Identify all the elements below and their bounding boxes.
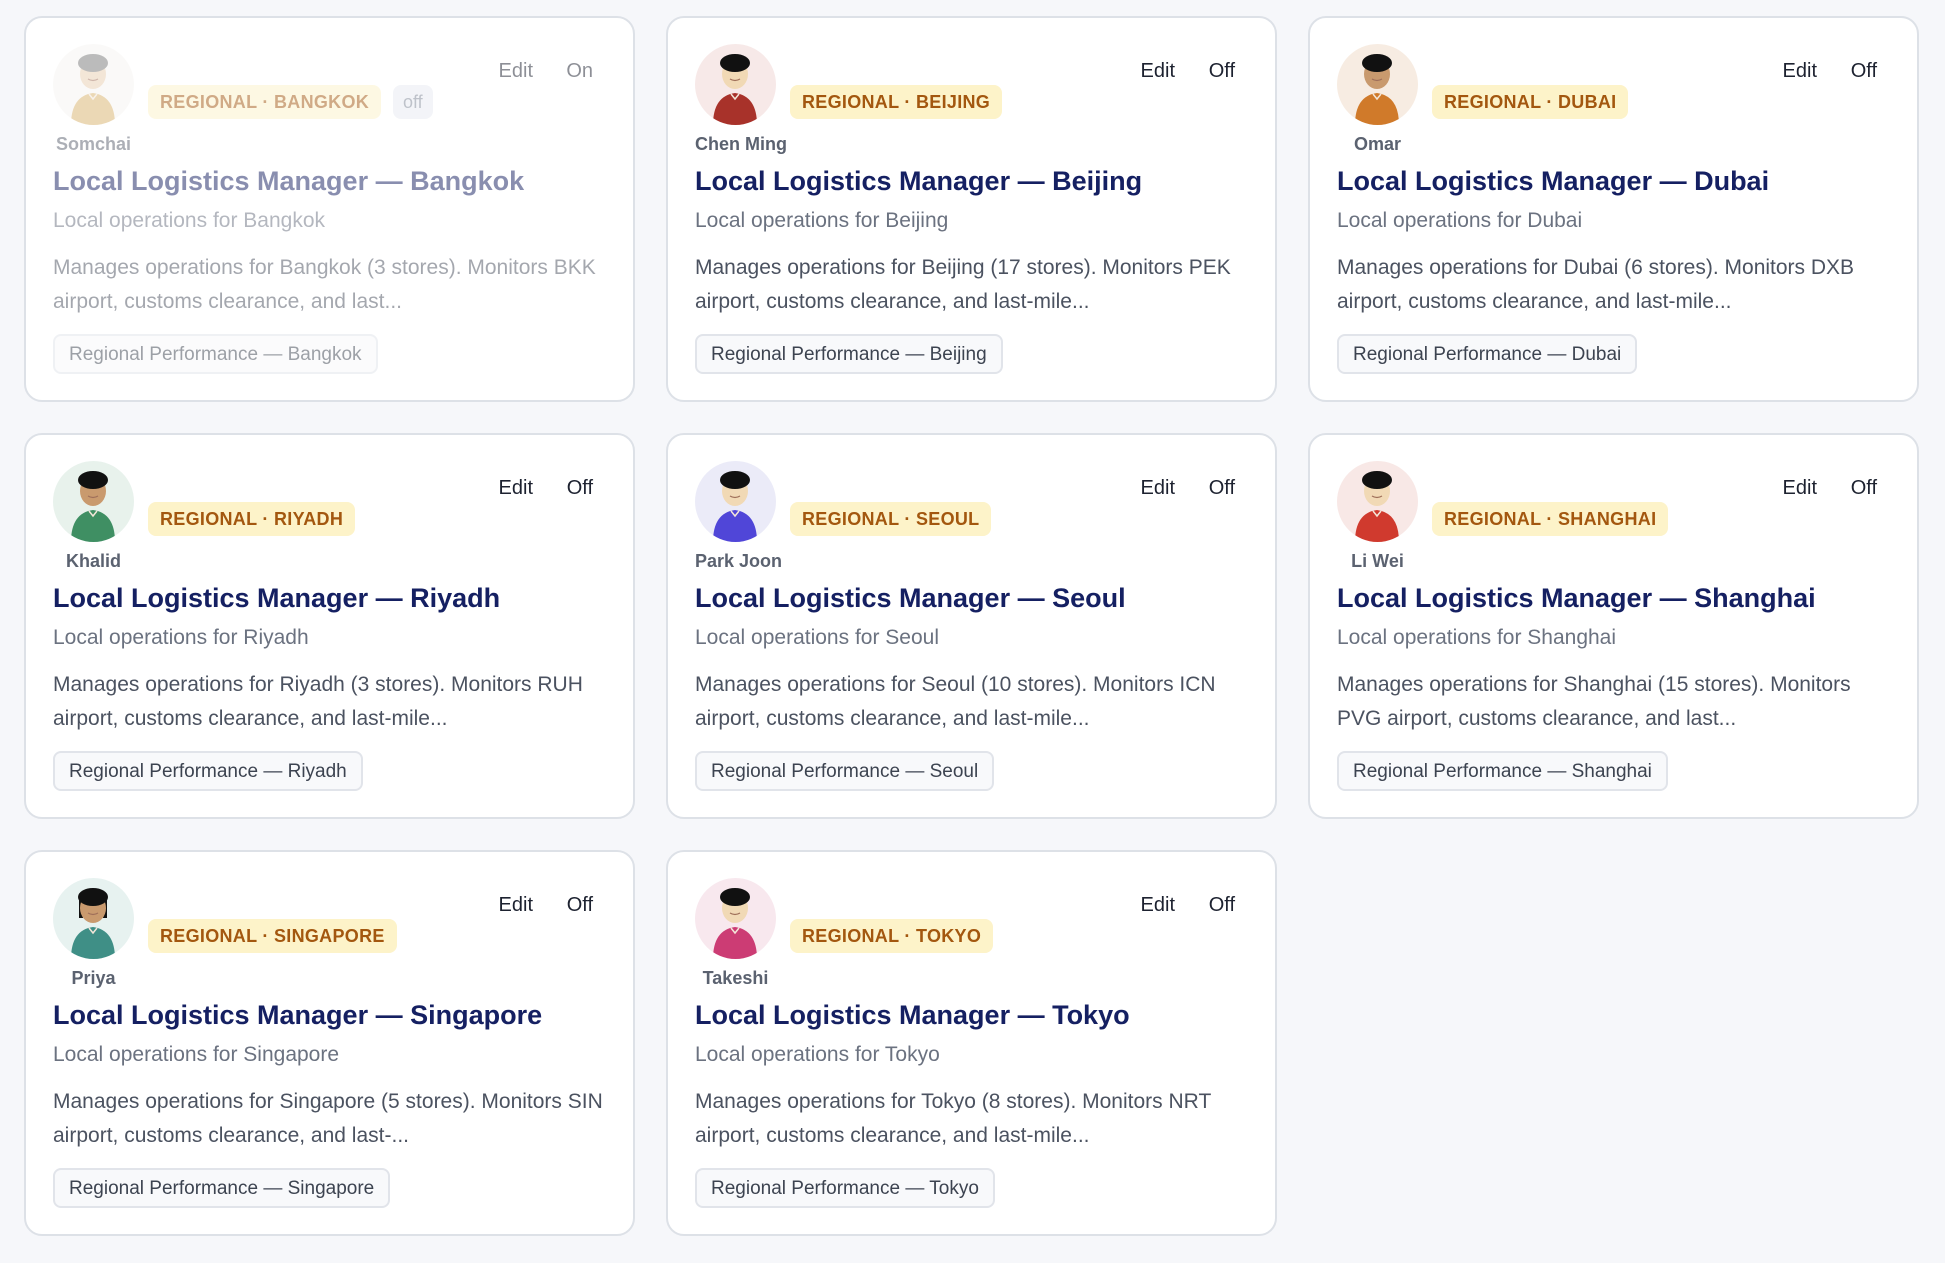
avatar xyxy=(1337,44,1418,125)
avatar xyxy=(695,878,776,959)
card-subtitle: Local operations for Beijing xyxy=(695,209,949,232)
card-description: Manages operations for Shanghai (15 stor… xyxy=(1337,673,1851,730)
card-subtitle: Local operations for Seoul xyxy=(695,626,939,649)
agent-card: Chen Ming REGIONAL · BEIJING Edit Off Lo… xyxy=(666,16,1277,402)
region-badge: REGIONAL · TOKYO xyxy=(790,919,994,953)
card-title: Local Logistics Manager — Shanghai xyxy=(1337,583,1816,613)
toggle-button[interactable]: Off xyxy=(1208,60,1235,82)
region-badge: REGIONAL · SEOUL xyxy=(790,502,992,536)
person-name: Takeshi xyxy=(702,968,769,988)
card-title: Local Logistics Manager — Beijing xyxy=(695,166,1143,196)
card-description: Manages operations for Dubai (6 stores).… xyxy=(1337,256,1855,313)
agent-card: Khalid REGIONAL · RIYADH Edit Off Local … xyxy=(24,433,635,819)
card-grid: Somchai REGIONAL · BANGKOK off Edit On L… xyxy=(24,16,1919,1236)
toggle-button[interactable]: Off xyxy=(1850,477,1877,499)
region-badge: REGIONAL · BANGKOK xyxy=(148,85,382,119)
edit-button[interactable]: Edit xyxy=(1782,477,1817,499)
card-description: Manages operations for Bangkok (3 stores… xyxy=(53,256,596,313)
toggle-button[interactable]: Off xyxy=(1208,894,1235,916)
agent-card: Omar REGIONAL · DUBAI Edit Off Local Log… xyxy=(1308,16,1919,402)
region-badge: REGIONAL · RIYADH xyxy=(148,502,356,536)
dashboard-tag[interactable]: Regional Performance — Riyadh xyxy=(53,751,363,791)
edit-button[interactable]: Edit xyxy=(1782,60,1817,82)
dashboard-tag[interactable]: Regional Performance — Shanghai xyxy=(1337,751,1668,791)
card-subtitle: Local operations for Shanghai xyxy=(1337,626,1617,649)
card-description: Manages operations for Seoul (10 stores)… xyxy=(695,673,1216,730)
card-description: Manages operations for Beijing (17 store… xyxy=(695,256,1231,313)
status-badge: off xyxy=(393,85,433,119)
avatar xyxy=(53,44,134,125)
dashboard-tag[interactable]: Regional Performance — Dubai xyxy=(1337,334,1638,374)
edit-button[interactable]: Edit xyxy=(1140,894,1175,916)
toggle-button[interactable]: On xyxy=(566,60,593,82)
person-name: Chen Ming xyxy=(695,134,787,154)
edit-button[interactable]: Edit xyxy=(498,477,533,499)
avatar xyxy=(695,44,776,125)
agent-card: Priya REGIONAL · SINGAPORE Edit Off Loca… xyxy=(24,850,635,1236)
card-title: Local Logistics Manager — Tokyo xyxy=(695,1000,1130,1030)
person-name: Park Joon xyxy=(695,551,783,571)
person-name: Khalid xyxy=(65,551,121,571)
card-subtitle: Local operations for Riyadh xyxy=(53,626,309,649)
card-description: Manages operations for Riyadh (3 stores)… xyxy=(53,673,583,730)
region-badge: REGIONAL · SHANGHAI xyxy=(1432,502,1669,536)
region-badge: REGIONAL · BEIJING xyxy=(790,85,1003,119)
card-description: Manages operations for Singapore (5 stor… xyxy=(53,1090,603,1147)
toggle-button[interactable]: Off xyxy=(566,477,593,499)
edit-button[interactable]: Edit xyxy=(1140,477,1175,499)
edit-button[interactable]: Edit xyxy=(1140,60,1175,82)
region-badge: REGIONAL · DUBAI xyxy=(1432,85,1629,119)
card-title: Local Logistics Manager — Riyadh xyxy=(53,583,501,613)
person-name: Omar xyxy=(1353,134,1402,154)
dashboard-tag[interactable]: Regional Performance — Seoul xyxy=(695,751,995,791)
dashboard-tag[interactable]: Regional Performance — Tokyo xyxy=(695,1168,995,1208)
card-title: Local Logistics Manager — Seoul xyxy=(695,583,1126,613)
agent-card: Li Wei REGIONAL · SHANGHAI Edit Off Loca… xyxy=(1308,433,1919,819)
person-name: Li Wei xyxy=(1351,551,1404,571)
edit-button[interactable]: Edit xyxy=(498,60,533,82)
card-title: Local Logistics Manager — Singapore xyxy=(53,1000,543,1030)
card-title: Local Logistics Manager — Bangkok xyxy=(53,166,525,196)
dashboard-tag[interactable]: Regional Performance — Singapore xyxy=(53,1168,391,1208)
dashboard-tag[interactable]: Regional Performance — Beijing xyxy=(695,334,1003,374)
avatar xyxy=(1337,461,1418,542)
avatar xyxy=(53,878,134,959)
dashboard-tag[interactable]: Regional Performance — Bangkok xyxy=(53,334,378,374)
card-description: Manages operations for Tokyo (8 stores).… xyxy=(695,1090,1211,1147)
card-subtitle: Local operations for Singapore xyxy=(53,1043,340,1066)
edit-button[interactable]: Edit xyxy=(498,894,533,916)
card-title: Local Logistics Manager — Dubai xyxy=(1337,166,1770,196)
person-name: Priya xyxy=(71,968,116,988)
avatar xyxy=(53,461,134,542)
card-subtitle: Local operations for Dubai xyxy=(1337,209,1583,232)
toggle-button[interactable]: Off xyxy=(1208,477,1235,499)
person-name: Somchai xyxy=(55,134,132,154)
region-badge: REGIONAL · SINGAPORE xyxy=(148,919,397,953)
agent-card: Takeshi REGIONAL · TOKYO Edit Off Local … xyxy=(666,850,1277,1236)
agent-card: Somchai REGIONAL · BANGKOK off Edit On L… xyxy=(24,16,635,402)
avatar xyxy=(695,461,776,542)
toggle-button[interactable]: Off xyxy=(566,894,593,916)
card-subtitle: Local operations for Tokyo xyxy=(695,1043,940,1066)
toggle-button[interactable]: Off xyxy=(1850,60,1877,82)
agent-card: Park Joon REGIONAL · SEOUL Edit Off Loca… xyxy=(666,433,1277,819)
card-subtitle: Local operations for Bangkok xyxy=(53,209,326,232)
